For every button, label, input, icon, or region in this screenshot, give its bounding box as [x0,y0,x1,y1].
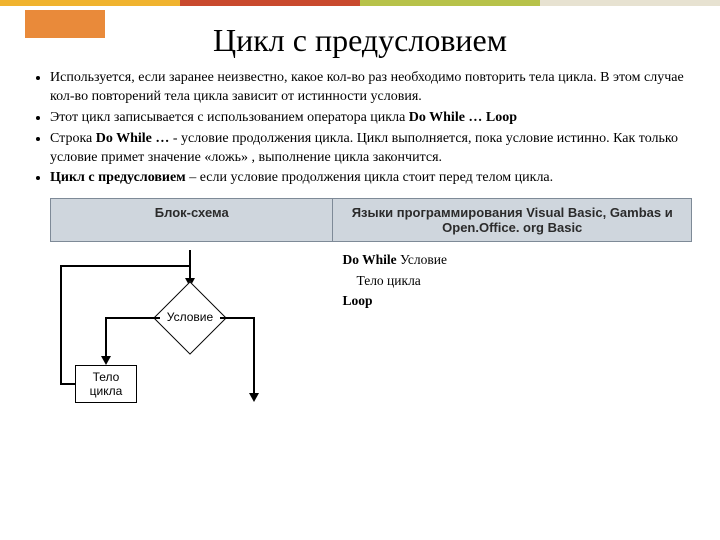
flow-line [253,317,255,397]
table-body-row: Условие Тело цикла [50,242,692,402]
bullet-item: Цикл с предусловием – если условие продо… [50,169,692,188]
table-header-row: Блок-схема Языки программирования Visual… [50,198,692,242]
topbar-seg-3 [540,0,720,6]
table-header-languages: Языки программирования Visual Basic, Gam… [332,198,692,242]
flow-line [60,265,191,267]
bullet-list: Используется, если заранее неизвестно, к… [0,69,720,188]
code-line: Do While Условие [342,250,682,270]
bullet-item: Этот цикл записывается с использованием … [50,109,692,128]
bullet-item: Строка Do While … - условие продолжения … [50,130,692,168]
arrow-down-icon [249,393,259,402]
flow-line [60,265,62,385]
code-cell: Do While Условие Тело цикла Loop [332,242,692,402]
code-keyword: Loop [342,293,372,308]
topbar-seg-1 [180,0,360,6]
table-header-flowchart: Блок-схема [50,198,332,242]
flow-body-label: Тело цикла [90,370,123,399]
code-line: Тело цикла [342,271,682,291]
flow-line [105,317,107,360]
flow-body: Тело цикла [75,365,137,403]
flowchart: Условие Тело цикла [60,250,322,394]
flowchart-cell: Условие Тело цикла [50,242,332,402]
top-color-bar [0,0,720,6]
comparison-table: Блок-схема Языки программирования Visual… [50,198,692,402]
code-text: Условие [400,252,447,267]
bullet-item: Используется, если заранее неизвестно, к… [50,69,692,107]
accent-box [25,10,105,38]
topbar-seg-2 [360,0,540,6]
flow-line [220,317,255,319]
flow-condition [153,282,227,356]
flow-line [60,383,75,385]
flow-line [105,317,160,319]
topbar-seg-0 [0,0,180,6]
code-keyword: Do While [342,252,400,267]
arrow-down-icon [101,356,111,365]
page-title: Цикл с предусловием [0,22,720,59]
